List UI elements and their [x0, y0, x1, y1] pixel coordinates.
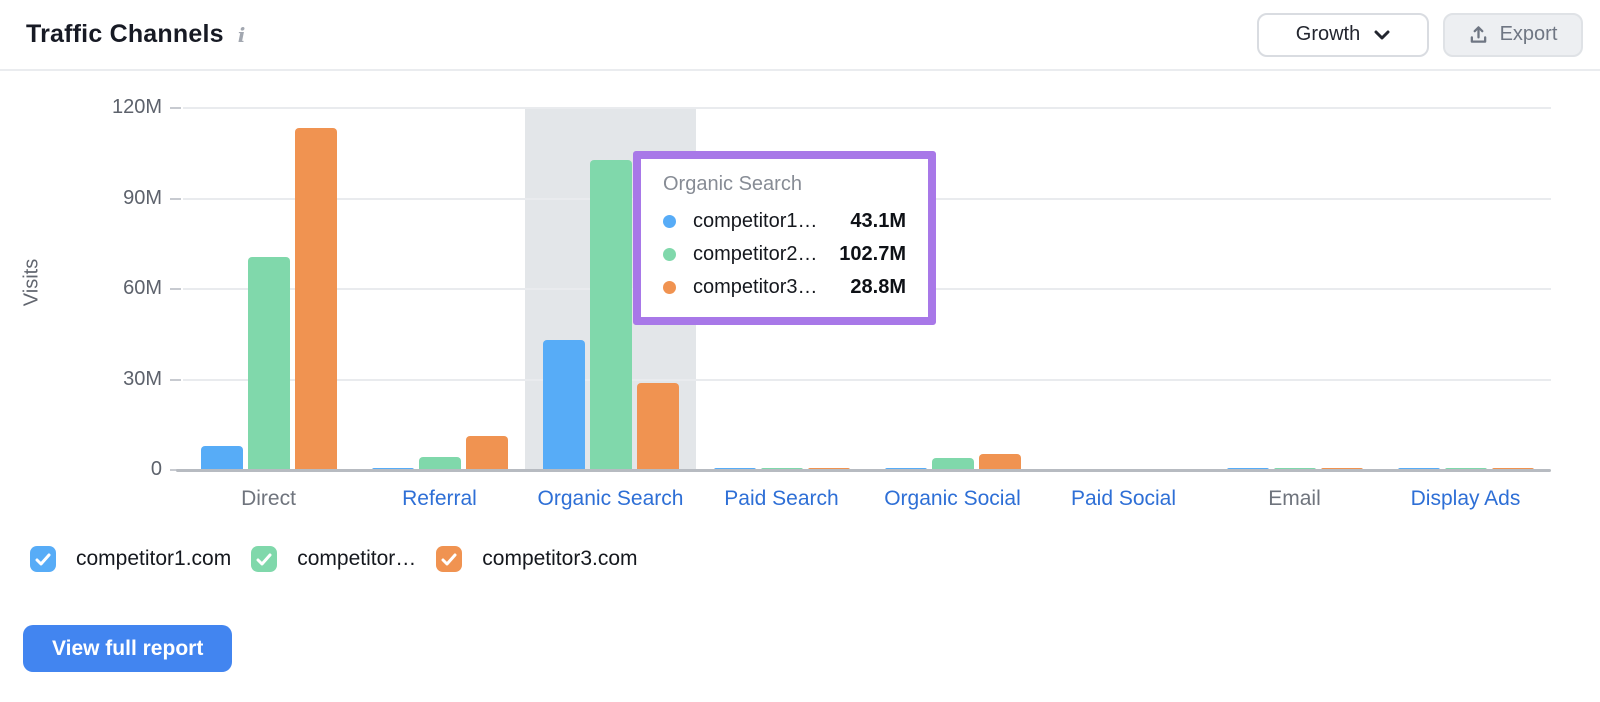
legend-item[interactable]: competitor…: [251, 546, 416, 572]
bar-competitor3.com-direct[interactable]: [294, 127, 337, 470]
legend-label: competitor…: [297, 547, 417, 570]
chevron-down-icon: [1374, 30, 1390, 39]
y-axis-title: Visits: [20, 258, 43, 307]
header: Traffic Channels i Growth Export: [0, 0, 1600, 71]
growth-dropdown[interactable]: Growth: [1257, 12, 1429, 57]
tooltip-series-value: 43.1M: [850, 210, 906, 232]
info-icon[interactable]: i: [237, 23, 246, 47]
legend-label: competitor1.com: [76, 547, 232, 570]
y-tick-mark: [170, 469, 181, 471]
x-category-label-organic-search[interactable]: Organic Search: [537, 487, 684, 510]
bar-competitor1.com-direct[interactable]: [200, 445, 243, 470]
x-category-label-display-ads[interactable]: Display Ads: [1410, 487, 1521, 510]
series-dot: [663, 248, 676, 261]
tooltip-series-label: competitor2…: [693, 243, 818, 265]
tooltip-series-label: competitor1…: [693, 210, 818, 232]
tooltip-row: competitor2… 102.7M: [663, 238, 906, 271]
bar-competitor3.com-organic-search[interactable]: [636, 383, 679, 470]
tooltip-series-value: 102.7M: [839, 243, 906, 265]
export-button[interactable]: Export: [1443, 12, 1583, 57]
bar-competitor2.com-referral[interactable]: [418, 457, 461, 470]
y-tick-label: 90M: [123, 186, 162, 209]
y-tick-label: 60M: [123, 277, 162, 299]
legend-item[interactable]: competitor1.com: [30, 546, 231, 572]
bar-competitor1.com-referral[interactable]: [371, 467, 414, 470]
legend-checkbox[interactable]: [251, 546, 278, 572]
gridline: [183, 107, 1551, 109]
bar-competitor1.com-organic-search[interactable]: [542, 339, 585, 470]
bar-competitor2.com-organic-social[interactable]: [931, 457, 974, 470]
bar-competitor2.com-direct[interactable]: [247, 257, 290, 470]
growth-label: Growth: [1295, 23, 1361, 45]
tooltip-rows: competitor1… 43.1M competitor2… 102.7M compe…: [663, 205, 906, 304]
x-category-label-direct: Direct: [241, 487, 296, 510]
bar-competitor3.com-referral[interactable]: [465, 436, 508, 470]
chart: Visits 120M 90M 60M 30M 0 Direct Referral Orga…: [0, 71, 1600, 531]
tooltip-row: competitor1… 43.1M: [663, 205, 906, 238]
tooltip-row: competitor3… 28.8M: [663, 271, 906, 304]
title-wrap: Traffic Channels i: [26, 20, 245, 49]
gridline: [183, 378, 1551, 381]
y-tick-mark: [170, 378, 181, 381]
header-controls: Growth Export: [1257, 12, 1583, 57]
x-category-label-paid-search[interactable]: Paid Search: [724, 487, 839, 510]
page-title: Traffic Channels: [26, 20, 224, 48]
legend-item[interactable]: competitor3.com: [436, 546, 638, 572]
legend-label: competitor3.com: [482, 547, 638, 570]
y-tick-label: 0: [150, 458, 162, 480]
x-axis-line: [176, 469, 1551, 472]
tooltip-series-label: competitor3…: [693, 276, 818, 298]
checkmark-icon: [256, 553, 272, 565]
y-tick-mark: [170, 288, 181, 290]
x-category-label-paid-social[interactable]: Paid Social: [1070, 487, 1177, 510]
export-label: Export: [1499, 23, 1558, 45]
bar-competitor3.com-organic-social[interactable]: [978, 454, 1021, 470]
y-tick-label: 120M: [111, 96, 162, 118]
series-dot: [663, 281, 676, 294]
upload-icon: [1470, 26, 1486, 43]
tooltip-title: Organic Search: [663, 173, 802, 195]
y-tick-mark: [170, 197, 181, 200]
legend-checkbox[interactable]: [30, 546, 56, 572]
tooltip-series-value: 28.8M: [850, 276, 906, 298]
x-category-label-referral[interactable]: Referral: [402, 487, 477, 510]
y-tick-label: 30M: [123, 367, 162, 390]
y-tick-mark: [170, 107, 181, 109]
bar-competitor2.com-organic-search[interactable]: [589, 160, 632, 470]
legend-checkbox[interactable]: [436, 546, 463, 572]
x-category-label-email: Email: [1268, 487, 1321, 510]
series-dot: [663, 215, 676, 228]
legend: competitor1.com competitor… competitor3.co…: [30, 546, 638, 572]
x-category-label-organic-social[interactable]: Organic Social: [884, 487, 1021, 510]
bar-competitor1.com-paid-search[interactable]: [713, 467, 756, 470]
checkmark-icon: [441, 553, 457, 565]
checkmark-icon: [35, 553, 51, 565]
tooltip: Organic Search competitor1… 43.1M competit…: [633, 151, 936, 325]
view-full-report-button[interactable]: View full report: [23, 625, 233, 672]
